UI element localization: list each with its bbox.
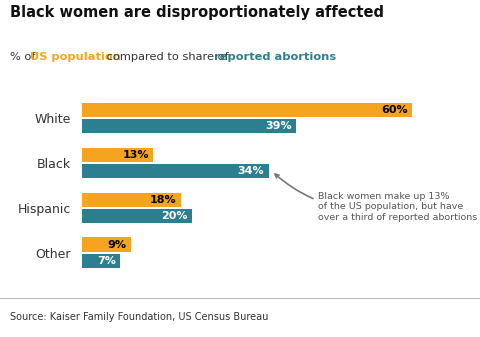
Text: compared to share of: compared to share of: [103, 52, 233, 62]
Bar: [82, 119, 296, 133]
Text: 60%: 60%: [381, 105, 408, 115]
Text: reported abortions: reported abortions: [214, 52, 336, 62]
Text: 7%: 7%: [97, 256, 116, 266]
Text: 13%: 13%: [122, 150, 149, 160]
Text: Source: Kaiser Family Foundation, US Census Bureau: Source: Kaiser Family Foundation, US Cen…: [10, 312, 268, 323]
Text: 39%: 39%: [265, 121, 292, 131]
Text: 9%: 9%: [108, 240, 127, 250]
Text: 18%: 18%: [150, 195, 176, 205]
Bar: [82, 209, 192, 223]
Bar: [82, 192, 180, 207]
Bar: [82, 164, 269, 178]
Text: BBC: BBC: [423, 311, 458, 325]
Bar: [82, 103, 412, 117]
Text: Black women make up 13%
of the US population, but have
over a third of reported : Black women make up 13% of the US popula…: [275, 174, 478, 222]
Bar: [82, 238, 131, 252]
Text: 20%: 20%: [161, 211, 187, 221]
Bar: [82, 254, 120, 268]
Text: Black women are disproportionately affected: Black women are disproportionately affec…: [10, 5, 384, 20]
Text: 34%: 34%: [238, 166, 264, 176]
Text: US population: US population: [30, 52, 121, 62]
Bar: [82, 148, 153, 162]
Text: % of: % of: [10, 52, 39, 62]
